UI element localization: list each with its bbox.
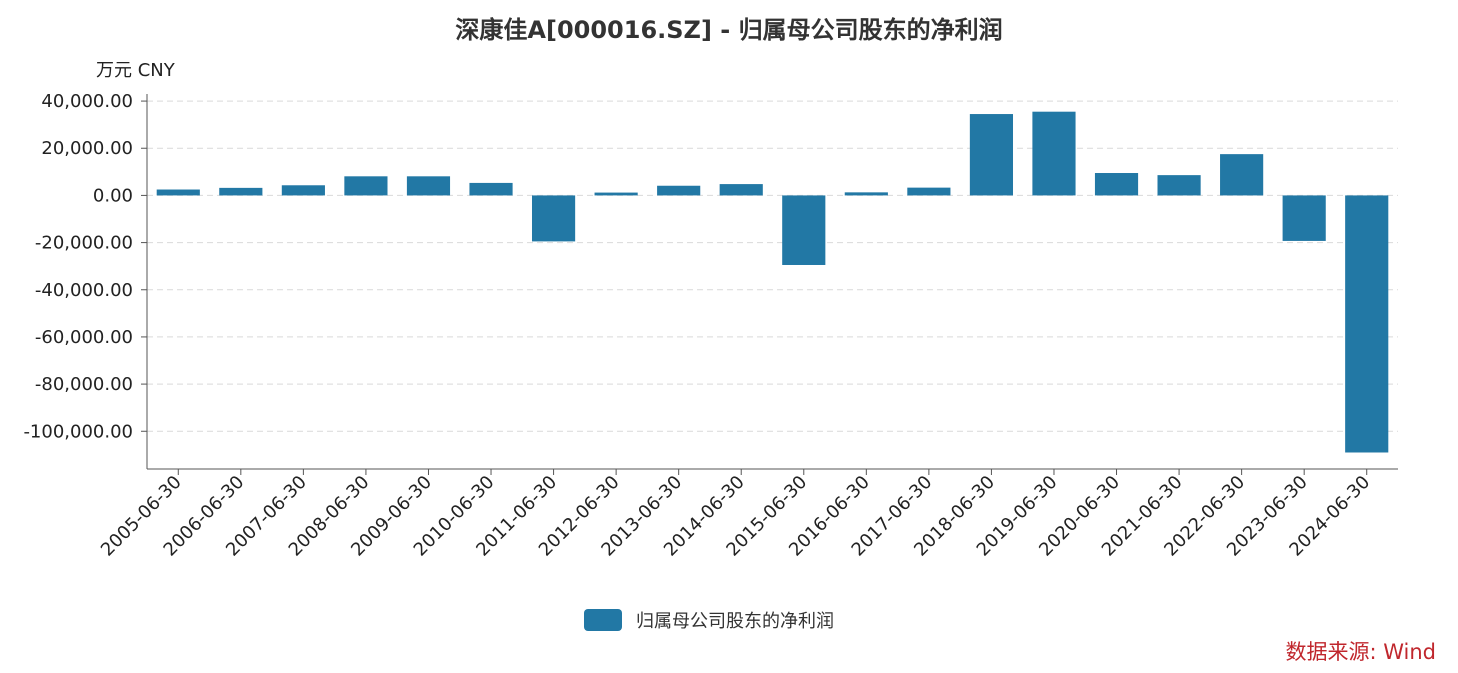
bar bbox=[1220, 154, 1264, 196]
bar bbox=[156, 189, 200, 196]
bar bbox=[657, 185, 701, 196]
bar bbox=[344, 176, 388, 196]
bar bbox=[907, 187, 951, 196]
y-tick-label: 20,000.00 bbox=[41, 138, 133, 159]
bar bbox=[1157, 175, 1201, 196]
bar bbox=[844, 192, 888, 196]
data-source-label: 数据来源: Wind bbox=[1285, 640, 1436, 664]
y-tick-label: 40,000.00 bbox=[41, 91, 133, 112]
y-tick-label: -80,000.00 bbox=[35, 374, 133, 395]
y-tick-label: -40,000.00 bbox=[35, 280, 133, 301]
bar bbox=[782, 195, 826, 265]
y-tick-labels: 40,000.00 20,000.00 0.00 -20,000.00 -40,000.… bbox=[23, 91, 133, 442]
bar bbox=[594, 192, 638, 196]
bar bbox=[1345, 195, 1389, 453]
axes bbox=[141, 94, 1398, 475]
grid-lines bbox=[147, 100, 1398, 432]
bar bbox=[1094, 173, 1139, 196]
unit-label: 万元 CNY bbox=[96, 60, 175, 81]
chart-title: 深康佳A[000016.SZ] - 归属母公司股东的净利润 bbox=[455, 16, 1003, 44]
bar bbox=[719, 184, 763, 196]
bar bbox=[1282, 195, 1326, 241]
legend-swatch bbox=[584, 609, 622, 631]
bar bbox=[969, 114, 1014, 196]
y-tick-label: -100,000.00 bbox=[23, 421, 133, 442]
y-tick-label: 0.00 bbox=[93, 185, 133, 206]
y-tick-label: -60,000.00 bbox=[35, 327, 133, 348]
bar bbox=[531, 195, 576, 242]
bar bbox=[1032, 111, 1076, 196]
x-tick-labels: 2005-06-302006-06-302007-06-302008-06-30… bbox=[97, 472, 1374, 561]
bar bbox=[219, 187, 263, 196]
bar bbox=[469, 182, 513, 196]
legend[interactable]: 归属母公司股东的净利润 bbox=[584, 607, 834, 633]
legend-label: 归属母公司股东的净利润 bbox=[636, 611, 834, 632]
bars bbox=[156, 111, 1389, 453]
bar bbox=[281, 185, 325, 196]
y-tick-label: -20,000.00 bbox=[35, 233, 133, 254]
bar bbox=[406, 176, 451, 196]
